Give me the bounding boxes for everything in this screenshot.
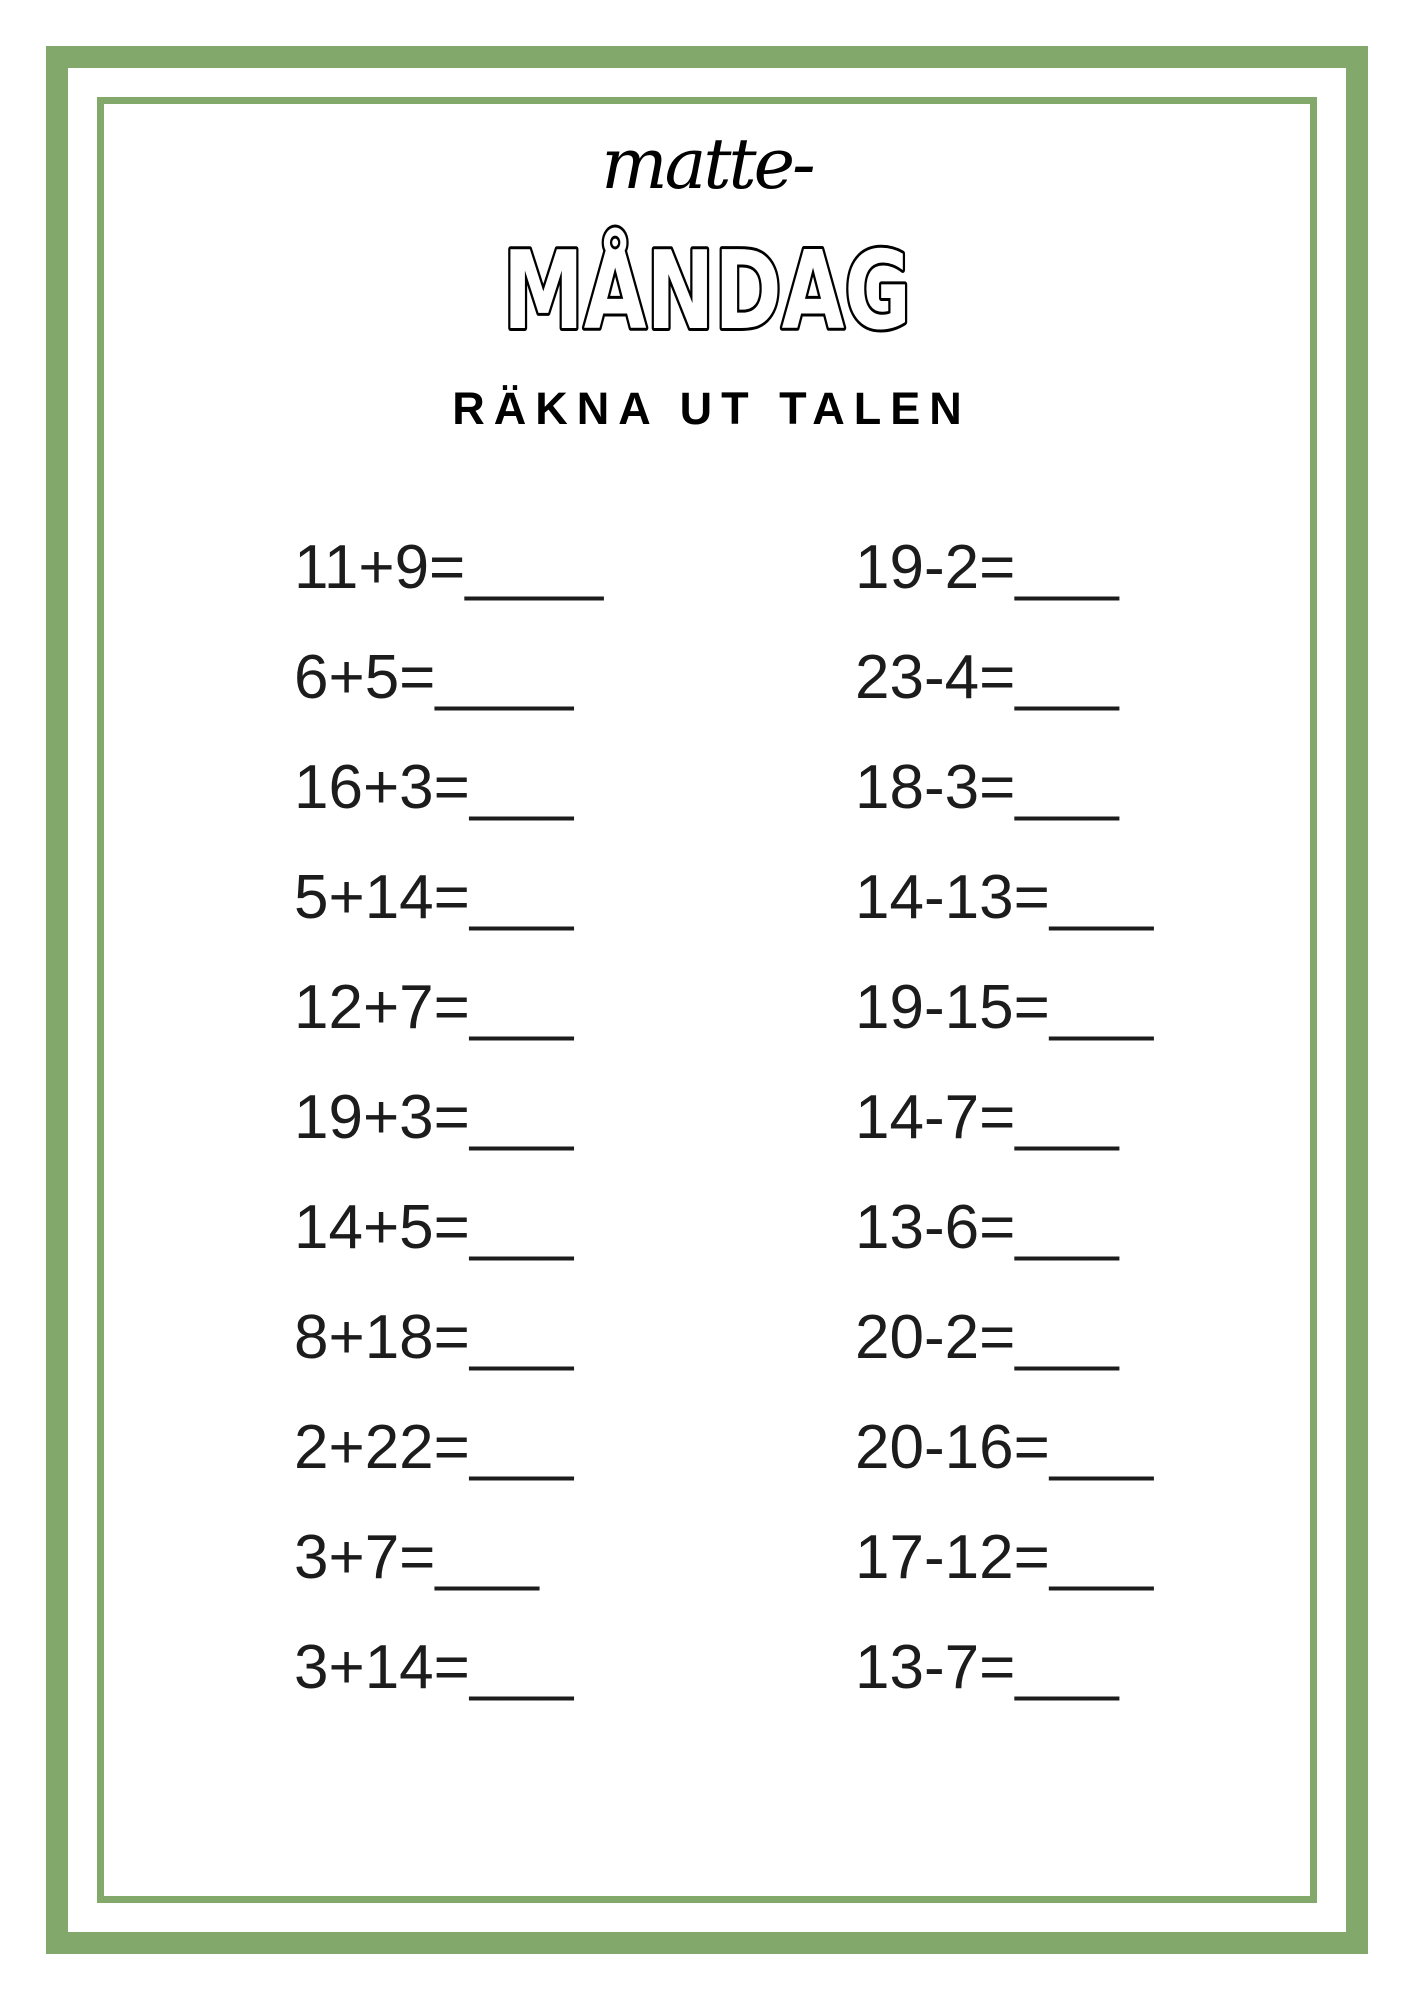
problem-row: 13-7=___: [855, 1633, 1119, 1702]
problems-column-left: 11+9=____ 6+5=____ 16+3=___ 5+14=___ 12+…: [294, 513, 603, 1723]
problem-row: 14-13=___: [855, 863, 1154, 932]
problem-row: 14+5=___: [294, 1193, 574, 1262]
bubble-title-text: MÅNDAG: [503, 227, 911, 348]
bubble-title-svg: MÅNDAG: [500, 224, 914, 348]
inner-green-border: [97, 97, 1317, 1903]
problem-row: 11+9=____: [294, 533, 604, 602]
problem-row: 20-2=___: [855, 1303, 1119, 1372]
problem-row: 13-6=___: [855, 1193, 1119, 1262]
problem-row: 23-4=___: [855, 643, 1119, 712]
problem-row: 19-15=___: [855, 973, 1154, 1042]
worksheet-title-script: matte-: [601, 123, 815, 205]
worksheet-title-bubble: MÅNDAG: [0, 198, 1414, 353]
problem-row: 8+18=___: [294, 1303, 574, 1372]
problem-row: 14-7=___: [855, 1083, 1119, 1152]
problem-row: 2+22=___: [294, 1413, 574, 1482]
problem-row: 19+3=___: [294, 1083, 574, 1152]
problem-row: 19-2=___: [855, 533, 1119, 602]
problem-row: 20-16=___: [855, 1413, 1154, 1482]
problem-row: 6+5=____: [294, 643, 574, 712]
outer-green-border: [46, 46, 1368, 1954]
problem-row: 5+14=___: [294, 863, 574, 932]
problem-row: 3+14=___: [294, 1633, 574, 1702]
problem-row: 12+7=___: [294, 973, 574, 1042]
worksheet-subtitle: RÄKNA UT TALEN: [452, 383, 971, 434]
problem-row: 3+7=___: [294, 1523, 539, 1592]
problem-row: 16+3=___: [294, 753, 574, 822]
problem-row: 18-3=___: [855, 753, 1119, 822]
problems-column-right: 19-2=___ 23-4=___ 18-3=___ 14-13=___ 19-…: [855, 513, 1153, 1723]
problem-row: 17-12=___: [855, 1523, 1154, 1592]
